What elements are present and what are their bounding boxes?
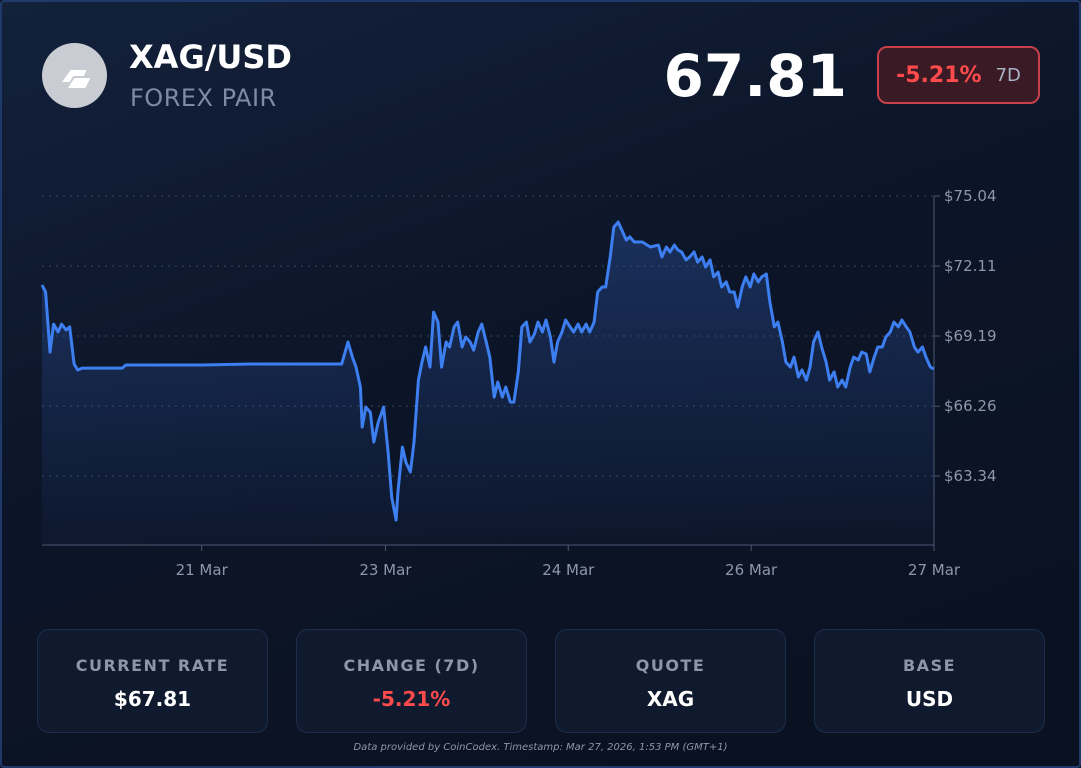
x-tick-label: 27 Mar [908, 561, 961, 579]
stat-card: QUOTE XAG [555, 629, 786, 733]
y-tick-label: $69.19 [944, 327, 997, 345]
x-tick-label: 26 Mar [725, 561, 778, 579]
stat-label: QUOTE [635, 656, 706, 675]
stat-label: CURRENT RATE [75, 656, 230, 675]
x-tick-label: 24 Mar [542, 561, 595, 579]
stat-card: CHANGE (7D) -5.21% [296, 629, 527, 733]
stat-value: USD [905, 687, 954, 711]
chart: $75.04 $72.11 $69.19 $66.26 $63.34 21 Mar 23 M… [40, 187, 997, 579]
asset-type: FOREX PAIR [130, 84, 277, 112]
x-tick-label: 23 Mar [359, 561, 412, 579]
stat-value: XAG [646, 687, 695, 711]
stat-value: -5.21% [372, 687, 451, 711]
symbol: XAG/USD [129, 38, 292, 76]
change: -5.21% [896, 62, 982, 88]
stat-card: BASE USD [814, 629, 1045, 733]
stat-label: BASE [902, 656, 957, 675]
y-tick-label: $75.04 [944, 187, 997, 205]
price: 67.81 [663, 42, 847, 110]
footer: Data provided by CoinCodex. Timestamp: M… [353, 742, 728, 753]
period: 7D [995, 64, 1021, 86]
stat-label: CHANGE (7D) [343, 656, 480, 675]
change-badge: -5.21% 7D [877, 46, 1040, 104]
stat-card: CURRENT RATE $67.81 [37, 629, 268, 733]
area-fill [42, 222, 934, 545]
stat-value: $67.81 [113, 687, 192, 711]
asset-icon [42, 43, 107, 108]
price-line [40, 220, 935, 522]
y-tick-label: $66.26 [944, 397, 997, 415]
y-tick-label: $72.11 [944, 257, 997, 275]
y-tick-label: $63.34 [944, 467, 997, 485]
x-tick-label: 21 Mar [176, 561, 229, 579]
stats: CURRENT RATE $67.81 CHANGE (7D) -5.21% QUOTE… [37, 629, 1045, 733]
